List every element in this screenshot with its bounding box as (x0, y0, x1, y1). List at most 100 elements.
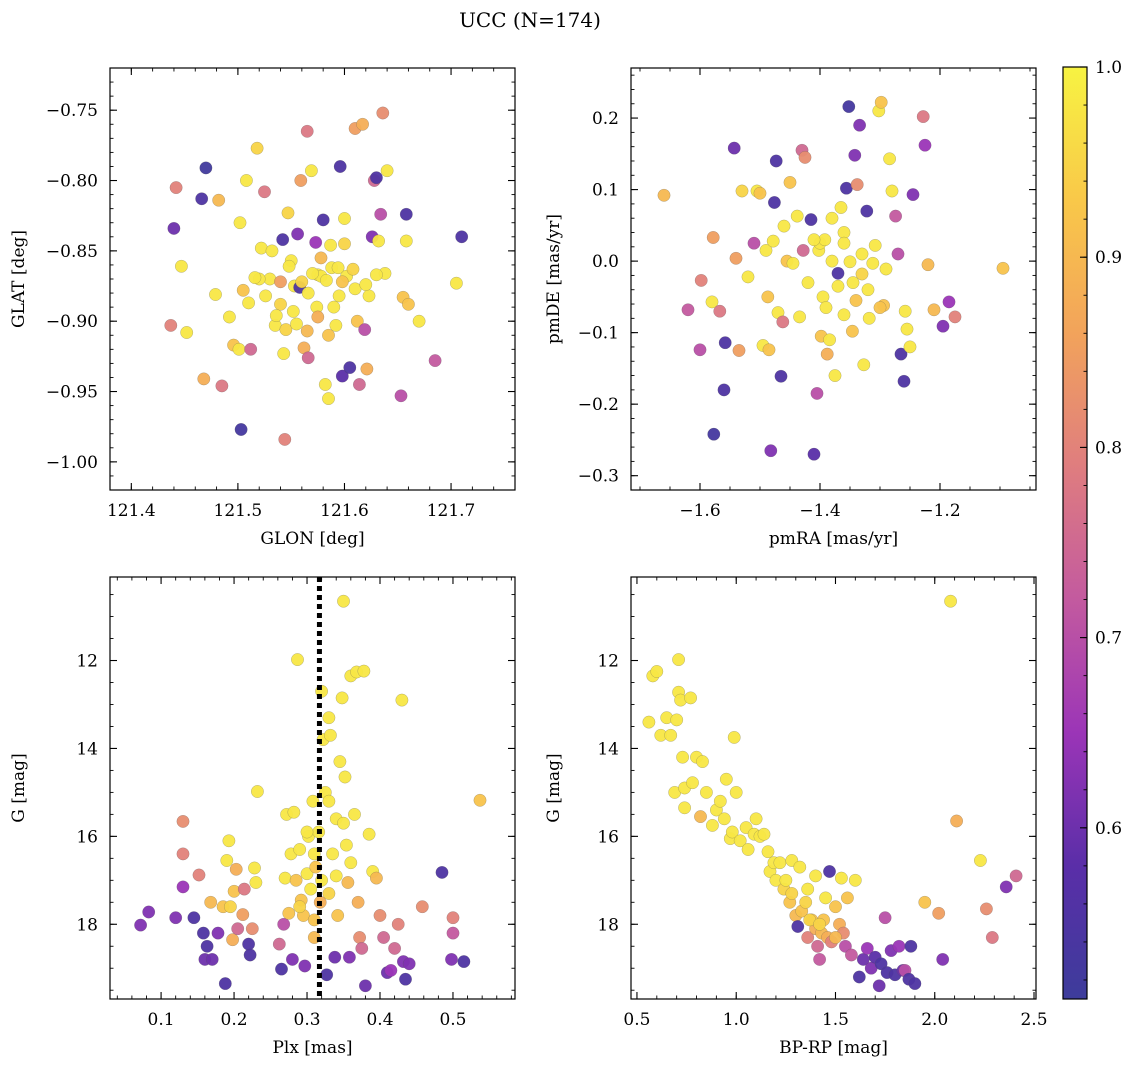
scatter-point (753, 186, 767, 200)
scatter-point (694, 274, 708, 287)
scatter-points (657, 95, 1010, 461)
scatter-point (251, 785, 264, 798)
scatter-point (873, 301, 887, 314)
scatter-point (327, 300, 341, 314)
scatter-point (428, 354, 442, 367)
scatter-point (829, 931, 842, 944)
scatter-point (861, 283, 875, 297)
scatter-point (276, 233, 290, 246)
scatter-point (921, 258, 935, 272)
scatter-point (204, 895, 218, 909)
scatter-point (316, 213, 330, 227)
scatter-point (205, 953, 219, 966)
scatter-point (224, 900, 237, 914)
scatter-point (872, 979, 886, 993)
scatter-point (819, 891, 832, 905)
scatter-point (900, 322, 914, 336)
scatter-point (842, 100, 856, 113)
scatter-point (180, 326, 194, 339)
scatter-point (834, 201, 848, 214)
scatter-point (311, 310, 325, 324)
x-tick-label: 121.6 (320, 501, 369, 521)
scatter-point (236, 283, 250, 297)
scatter-point (894, 347, 908, 361)
scatter-point (295, 275, 309, 289)
scatter-point (335, 275, 349, 289)
scatter-point (329, 319, 343, 332)
scatter-point (927, 303, 941, 317)
scatter-point (672, 653, 685, 666)
scatter-point (853, 118, 866, 132)
scatter-point (932, 906, 946, 920)
scatter-point (874, 957, 888, 971)
scatter-point (445, 953, 458, 966)
y-axis-label: G [mag] (544, 753, 564, 822)
scatter-point (860, 942, 874, 955)
scatter-point (706, 231, 720, 244)
scatter-point (249, 876, 263, 889)
x-axis-label: Plx [mas] (272, 1038, 352, 1058)
scatter-point (301, 286, 315, 300)
scatter-point (293, 843, 307, 856)
scatter-point (314, 251, 328, 265)
scatter-point (353, 931, 366, 944)
plot-frame (109, 576, 516, 1000)
scatter-point (903, 340, 917, 354)
scatter-point (343, 361, 357, 374)
scatter-point (300, 124, 314, 138)
scatter-point (837, 236, 851, 250)
y-tick-label: −1.00 (46, 453, 98, 473)
scatter-point (686, 776, 699, 790)
scatter-point (845, 948, 858, 962)
scatter-point (195, 192, 209, 206)
scatter-point (719, 772, 733, 786)
scatter-point (187, 911, 201, 925)
scatter-point (813, 953, 826, 966)
scatter-point (786, 256, 800, 270)
scatter-point (999, 880, 1013, 894)
scatter-point (764, 444, 778, 458)
scatter-point (338, 237, 351, 251)
scatter-point (801, 931, 815, 944)
scatter-point (892, 939, 906, 953)
scatter-point (395, 693, 409, 707)
scatter-point (855, 247, 869, 261)
x-tick-label: 121.7 (427, 501, 476, 521)
scatter-point (435, 866, 449, 879)
scatter-point (866, 256, 880, 270)
scatter-point (761, 290, 775, 304)
colorbar-tick-label: 0.6 (1095, 819, 1122, 839)
scatter-point (725, 825, 739, 839)
scatter-point (290, 317, 303, 331)
scatter-point (804, 213, 818, 226)
scatter-point (318, 378, 332, 391)
scatter-point (233, 216, 247, 230)
scatter-point (332, 289, 346, 303)
scatter-point (868, 239, 882, 252)
scatter-point (849, 294, 863, 307)
scatter-point (293, 900, 307, 914)
scatter-point (309, 236, 323, 249)
colorbar: 0.6 0.7 0.8 0.9 1.0 (1062, 58, 1122, 1000)
scatter-point (799, 895, 813, 909)
scatter-point (333, 755, 347, 768)
scatter-point (678, 801, 691, 815)
scatter-point (237, 882, 251, 896)
scatter-point (841, 891, 854, 905)
scatter-point (793, 860, 807, 874)
y-tick-label: −0.75 (46, 101, 98, 121)
scatter-point (360, 362, 374, 376)
glon-glat-panel: 121.4 121.5 121.6 121.7 −1.00 −0.95 −0.90 −0.85… (9, 67, 516, 549)
scatter-point (455, 230, 469, 244)
scatter-point (809, 869, 822, 883)
x-tick-label: −1.4 (799, 501, 840, 521)
scatter-point (878, 911, 892, 925)
scatter-point (304, 882, 318, 896)
scatter-point (142, 905, 156, 919)
scatter-point (948, 310, 962, 324)
scatter-point (749, 812, 763, 826)
scatter-point (706, 819, 719, 832)
scatter-point (370, 268, 383, 282)
scatter-point (248, 861, 261, 875)
scatter-point (278, 871, 292, 885)
